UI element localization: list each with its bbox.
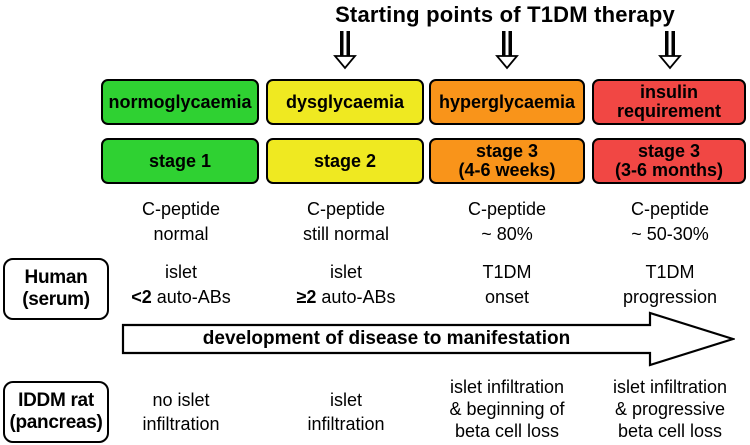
c-peptide-value: normal [153,224,209,244]
human-label-line2: (serum) [22,289,90,310]
human-col-line2: onset [425,285,589,310]
box-label: normoglycaemia [108,92,252,112]
human-col-line1: T1DM [482,262,532,282]
rest-text: auto-ABs [316,287,396,307]
right-arrow-icon [121,311,735,367]
human-col-line2: <2 auto-ABs [99,285,263,310]
c-peptide-col-1: C-peptide normal [99,197,263,247]
figure-title: Starting points of T1DM therapy [335,2,675,27]
rat-col-2: islet infiltration [264,388,428,436]
c-peptide-text: C-peptide [306,199,386,219]
box-label: stage 1 [148,151,212,171]
stage-1-box: stage 1 [101,138,259,184]
rat-col-line: islet infiltration [612,377,728,397]
human-label-line1: Human [24,267,88,288]
c-peptide-value: ~ 80% [481,224,533,244]
normoglycaemia-box: normoglycaemia [101,79,259,125]
down-arrow-icon [658,31,682,70]
c-peptide-text: C-peptide [141,199,221,219]
box-label-line2: (4-6 weeks) [458,160,556,180]
human-col-line2: ≥2 auto-ABs [264,285,428,310]
box-label: stage 2 [313,151,377,171]
human-col-4: T1DM progression [588,260,750,310]
rat-col-3: islet infiltration & beginning of beta c… [425,376,589,442]
iddm-label-line2: (pancreas) [9,412,103,433]
rat-col-line: no islet [152,390,210,410]
rat-col-line: & progressive [614,399,726,419]
iddm-label-line1: IDDM rat [18,390,94,411]
iddm-rat-label: IDDM rat (pancreas) [3,381,109,443]
c-peptide-value: still normal [302,224,390,244]
human-col-2: islet ≥2 auto-ABs [264,260,428,310]
insulin-requirement-box: insulin requirement [592,79,746,125]
human-col-3: T1DM onset [425,260,589,310]
human-col-1: islet <2 auto-ABs [99,260,263,310]
stage-3-months-box: stage 3 (3-6 months) [592,138,746,184]
rat-col-line: infiltration [142,414,220,434]
stage-2-box: stage 2 [266,138,424,184]
down-arrow-icon [495,31,519,70]
box-label-line2: (3-6 months) [615,160,723,180]
box-label: insulin [640,82,698,102]
bold-count: ≥2 [296,287,317,307]
stage-3-weeks-box: stage 3 (4-6 weeks) [429,138,585,184]
rat-col-line: islet infiltration [449,377,565,397]
down-arrow-icon [333,31,357,70]
human-col-line1: islet [164,262,197,282]
rat-col-line: infiltration [307,414,385,434]
rat-col-line: & beginning of [449,399,565,419]
c-peptide-col-4: C-peptide ~ 50-30% [588,197,750,247]
human-col-line1: islet [329,262,362,282]
rat-col-line: beta cell loss [617,421,723,441]
hyperglycaemia-box: hyperglycaemia [429,79,585,125]
rest-text: auto-ABs [151,287,231,307]
c-peptide-text: C-peptide [467,199,547,219]
rat-col-4: islet infiltration & progressive beta ce… [588,376,750,442]
c-peptide-col-2: C-peptide still normal [264,197,428,247]
box-label: hyperglycaemia [438,92,576,112]
box-label: dysglycaemia [285,92,405,112]
box-label: stage 3 [475,141,539,161]
box-label: stage 3 [637,141,701,161]
box-label-line2: requirement [616,101,722,121]
c-peptide-col-3: C-peptide ~ 80% [425,197,589,247]
c-peptide-text: C-peptide [630,199,710,219]
human-col-line1: T1DM [645,262,695,282]
rest-text: onset [484,287,530,307]
rat-col-line: beta cell loss [454,421,560,441]
rest-text: progression [622,287,718,307]
rat-col-line: islet [329,390,362,410]
rat-col-1: no islet infiltration [99,388,263,436]
human-serum-label: Human (serum) [3,258,109,320]
bold-count: <2 [131,287,152,307]
development-arrow-label: development of disease to manifestation [202,328,571,349]
c-peptide-value: ~ 50-30% [631,224,709,244]
human-col-line2: progression [588,285,750,310]
dysglycaemia-box: dysglycaemia [266,79,424,125]
